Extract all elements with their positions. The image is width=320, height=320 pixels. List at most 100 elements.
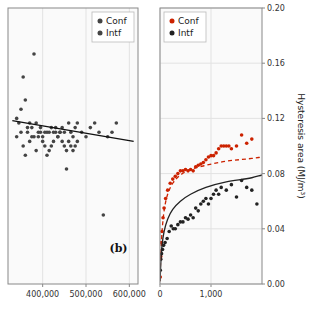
point — [76, 140, 80, 144]
point — [204, 158, 208, 162]
tick-label: 1,000 — [200, 290, 223, 299]
point — [186, 217, 190, 221]
point — [37, 135, 41, 139]
point — [207, 202, 211, 206]
tick-label: 0.12 — [267, 114, 285, 123]
point — [15, 135, 19, 139]
point — [65, 149, 69, 153]
point — [245, 186, 249, 190]
grid-line — [86, 8, 87, 284]
legend-marker — [98, 31, 103, 36]
tick-label: 0.20 — [267, 4, 285, 13]
grid-line — [211, 8, 212, 284]
panel: 01,0000.000.040.080.120.160.20Hysteresis… — [157, 4, 306, 299]
point — [102, 213, 106, 217]
plot-marks — [160, 133, 262, 281]
point — [115, 121, 119, 125]
point — [230, 183, 234, 187]
point — [32, 52, 36, 56]
grid-line — [129, 8, 130, 284]
point — [240, 133, 244, 137]
point — [225, 188, 229, 192]
point — [21, 75, 25, 79]
point — [189, 213, 193, 217]
tick-label: 500,000 — [69, 290, 102, 299]
grid-line — [160, 118, 262, 119]
point — [202, 199, 206, 203]
grid-line — [160, 173, 262, 174]
tick-label: 0.16 — [267, 59, 285, 68]
point — [219, 186, 223, 190]
point — [26, 126, 30, 130]
point — [52, 140, 56, 144]
point — [212, 193, 216, 197]
point — [47, 130, 51, 134]
point — [217, 193, 221, 197]
point — [235, 195, 239, 199]
point — [176, 223, 180, 227]
point — [168, 181, 172, 185]
point — [24, 153, 28, 157]
legend-label: Conf — [106, 16, 127, 26]
point — [28, 140, 32, 144]
point — [212, 154, 216, 158]
point — [34, 149, 38, 153]
point — [52, 130, 56, 134]
point — [171, 177, 175, 181]
fit-line — [160, 157, 262, 281]
point — [76, 121, 80, 125]
point — [202, 161, 206, 165]
chart-figure: 400,000500,000600,000(b)ConfIntf01,0000.… — [0, 0, 320, 320]
point — [67, 121, 71, 125]
point — [41, 140, 45, 144]
point — [24, 98, 28, 102]
fit-line — [160, 175, 262, 281]
point — [15, 117, 19, 121]
tick-label: 600,000 — [113, 290, 146, 299]
point — [84, 135, 88, 139]
point — [167, 230, 171, 234]
legend: Conf Intf — [92, 12, 134, 42]
legend-marker — [170, 19, 175, 24]
point — [163, 241, 167, 245]
point — [71, 135, 75, 139]
point — [67, 140, 71, 144]
plot-background — [8, 8, 138, 284]
plot-frame — [160, 8, 262, 284]
legend-marker — [170, 31, 175, 36]
tick-label: 400,000 — [26, 290, 59, 299]
legend-label: Intf — [178, 28, 194, 38]
point — [73, 144, 77, 148]
tick-label: 0.04 — [267, 225, 285, 234]
point — [45, 153, 49, 157]
legend-label: Intf — [106, 28, 122, 38]
point — [50, 144, 54, 148]
point — [250, 137, 254, 141]
point — [214, 151, 218, 155]
point — [245, 141, 249, 145]
tick-label: 0.00 — [267, 280, 285, 289]
point — [255, 202, 259, 206]
point — [71, 149, 75, 153]
point — [26, 130, 30, 134]
point — [41, 135, 45, 139]
point — [176, 172, 180, 176]
point — [110, 130, 114, 134]
point — [194, 206, 198, 210]
point — [19, 107, 23, 111]
point — [227, 144, 231, 148]
point — [165, 237, 169, 241]
point — [93, 121, 97, 125]
point — [30, 135, 34, 139]
fit-line — [12, 121, 133, 142]
point — [235, 144, 239, 148]
point — [58, 130, 62, 134]
point — [30, 126, 34, 130]
point — [230, 147, 234, 151]
plot-frame — [8, 8, 138, 284]
point — [19, 130, 23, 134]
point — [250, 188, 254, 192]
tick-label: 0 — [157, 290, 162, 299]
point — [196, 209, 200, 213]
legend-marker — [98, 19, 103, 24]
